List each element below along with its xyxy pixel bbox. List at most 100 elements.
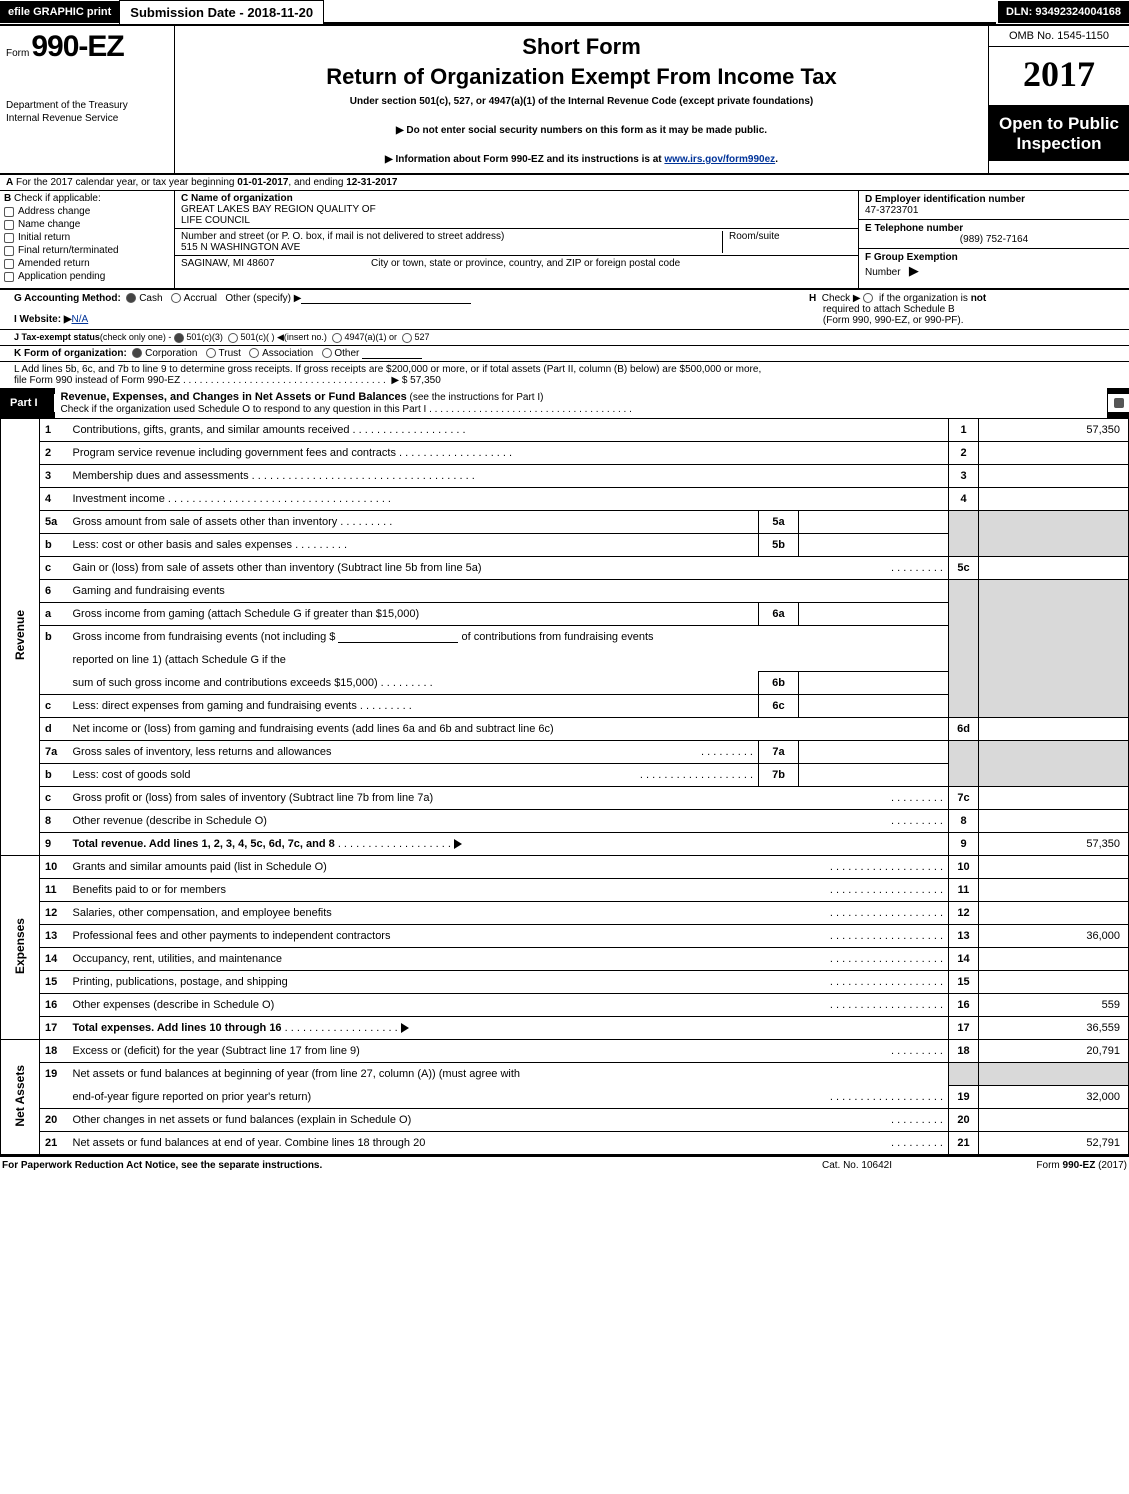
desc: Gross profit or (loss) from sales of inv… <box>68 787 949 810</box>
note-line-2: ▶ Information about Form 990-EZ and its … <box>181 154 982 165</box>
mid-val <box>799 741 949 764</box>
line-no: 5c <box>949 557 979 580</box>
room-label: Room/suite <box>729 231 852 242</box>
shaded-cell <box>949 1063 979 1086</box>
shaded-cell <box>949 580 979 603</box>
table-row: Net Assets 18 Excess or (deficit) for th… <box>1 1040 1129 1063</box>
tax-year: 2017 <box>989 47 1129 106</box>
dept-line2: Internal Revenue Service <box>6 113 168 126</box>
radio-icon[interactable] <box>171 293 181 303</box>
b-opt-4: Amended return <box>18 258 90 269</box>
value: 57,350 <box>979 833 1129 856</box>
b-title: Check if applicable: <box>14 193 101 204</box>
checkbox-icon[interactable] <box>1114 398 1124 408</box>
line-a-begin: 01-01-2017 <box>237 177 288 188</box>
k-other-blank[interactable] <box>362 348 422 359</box>
side-expenses: Expenses <box>1 856 40 1040</box>
table-row: b Gross income from fundraising events (… <box>1 626 1129 649</box>
value <box>979 557 1129 580</box>
part1-title-sub: (see the instructions for Part I) <box>407 392 544 403</box>
value <box>979 465 1129 488</box>
radio-icon[interactable] <box>126 293 136 303</box>
radio-icon[interactable] <box>132 348 142 358</box>
arrow-icon <box>454 839 462 849</box>
efile-print-button[interactable]: efile GRAPHIC print <box>0 1 119 23</box>
chk-address-change[interactable]: Address change <box>4 206 170 217</box>
d-label: D Employer identification number <box>865 194 1123 205</box>
form-number-block: Form 990-EZ Department of the Treasury I… <box>0 26 175 173</box>
ln: 11 <box>40 879 68 902</box>
line-no: 13 <box>949 925 979 948</box>
radio-icon[interactable] <box>206 348 216 358</box>
g-opt-other: Other (specify) ▶ <box>225 293 301 304</box>
mid-no: 5a <box>759 511 799 534</box>
line-a-mid: , and ending <box>288 177 346 188</box>
mid-val <box>799 511 949 534</box>
radio-icon[interactable] <box>402 333 412 343</box>
j-rest: (check only one) - <box>100 332 174 342</box>
chk-application-pending[interactable]: Application pending <box>4 271 170 282</box>
ln: 7a <box>40 741 68 764</box>
submission-date: Submission Date - 2018-11-20 <box>119 0 324 25</box>
chk-name-change[interactable]: Name change <box>4 219 170 230</box>
desc: Investment income <box>68 488 949 511</box>
radio-icon[interactable] <box>863 293 873 303</box>
checkbox-icon <box>4 272 14 282</box>
blank-amount[interactable] <box>338 632 458 643</box>
value <box>979 948 1129 971</box>
instructions-link[interactable]: www.irs.gov/form990ez <box>664 154 775 165</box>
desc: Professional fees and other payments to … <box>68 925 949 948</box>
chk-amended-return[interactable]: Amended return <box>4 258 170 269</box>
dept-line1: Department of the Treasury <box>6 100 168 113</box>
radio-icon[interactable] <box>174 333 184 343</box>
radio-icon[interactable] <box>249 348 259 358</box>
dots <box>183 375 386 386</box>
radio-icon[interactable] <box>228 333 238 343</box>
h-1a: Check ▶ <box>822 293 861 304</box>
main-title: Return of Organization Exempt From Incom… <box>181 64 982 90</box>
radio-icon[interactable] <box>332 333 342 343</box>
arrow-icon: ▶ <box>909 263 919 278</box>
ln: 16 <box>40 994 68 1017</box>
ln: 10 <box>40 856 68 879</box>
section-gh: G Accounting Method: Cash Accrual Other … <box>0 290 1129 329</box>
shaded-cell <box>949 741 979 764</box>
chk-final-return[interactable]: Final return/terminated <box>4 245 170 256</box>
mid-val <box>799 603 949 626</box>
open-line1: Open to Public <box>993 114 1125 134</box>
checkbox-icon <box>4 207 14 217</box>
shaded-cell <box>949 603 979 626</box>
shaded-cell <box>979 603 1129 626</box>
line-no: 7c <box>949 787 979 810</box>
title-center: Short Form Return of Organization Exempt… <box>175 26 989 173</box>
short-form-title: Short Form <box>181 34 982 60</box>
radio-icon[interactable] <box>322 348 332 358</box>
section-c: C Name of organization GREAT LAKES BAY R… <box>175 191 859 288</box>
desc: Less: cost or other basis and sales expe… <box>68 534 759 557</box>
value: 52,791 <box>979 1132 1129 1155</box>
part1-subline: Check if the organization used Schedule … <box>61 404 427 415</box>
arrow-icon <box>401 1023 409 1033</box>
desc: Salaries, other compensation, and employ… <box>68 902 949 925</box>
desc: Gain or (loss) from sale of assets other… <box>68 557 949 580</box>
omb-number: OMB No. 1545-1150 <box>989 26 1129 47</box>
h-not: not <box>971 293 987 304</box>
open-to-public-box: Open to Public Inspection <box>989 106 1129 161</box>
chk-initial-return[interactable]: Initial return <box>4 232 170 243</box>
value <box>979 718 1129 741</box>
k-label: K Form of organization: <box>14 348 127 359</box>
k-opt-1: Trust <box>219 348 241 359</box>
g-other-blank[interactable] <box>301 293 471 304</box>
open-line2: Inspection <box>993 134 1125 154</box>
csz-label: City or town, state or province, country… <box>351 258 852 269</box>
desc: Other expenses (describe in Schedule O) <box>68 994 949 1017</box>
checkbox-icon <box>4 220 14 230</box>
table-row: b Less: cost or other basis and sales ex… <box>1 534 1129 557</box>
website-link[interactable]: N/A <box>72 314 89 325</box>
value <box>979 488 1129 511</box>
note-line-1: ▶ Do not enter social security numbers o… <box>181 125 982 136</box>
shaded-cell <box>949 534 979 557</box>
desc: Net assets or fund balances at beginning… <box>68 1063 949 1086</box>
ln: 13 <box>40 925 68 948</box>
desc: end-of-year figure reported on prior yea… <box>68 1086 949 1109</box>
